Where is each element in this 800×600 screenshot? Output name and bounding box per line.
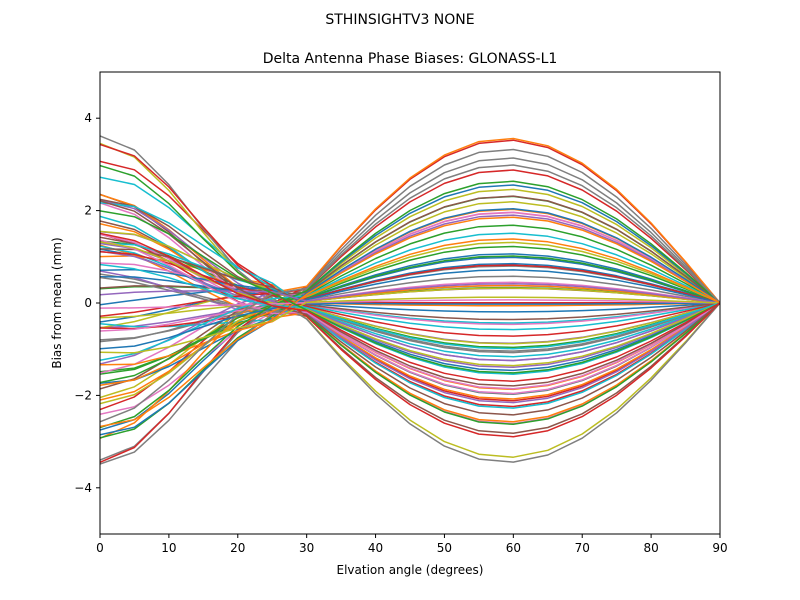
x-tick-label: 70 bbox=[575, 541, 590, 555]
series-line bbox=[100, 256, 720, 384]
series-line bbox=[100, 195, 720, 390]
series-line bbox=[100, 169, 720, 411]
y-tick-label: 0 bbox=[84, 296, 92, 310]
series-line bbox=[100, 184, 720, 431]
x-tick-label: 90 bbox=[712, 541, 727, 555]
y-axis-label: Bias from mean (mm) bbox=[50, 237, 64, 368]
y-tick-label: 4 bbox=[84, 111, 92, 125]
series-line bbox=[100, 287, 720, 319]
series-line bbox=[100, 281, 720, 332]
chart-title: Delta Antenna Phase Biases: GLONASS-L1 bbox=[263, 51, 558, 67]
series-line bbox=[100, 244, 720, 400]
y-tick-label: −2 bbox=[74, 388, 92, 402]
series-line bbox=[100, 262, 720, 306]
x-tick-label: 50 bbox=[437, 541, 452, 555]
figure-suptitle: STHINSIGHTV3 NONE bbox=[325, 12, 474, 28]
series-line bbox=[100, 269, 720, 350]
x-tick-label: 30 bbox=[299, 541, 314, 555]
series-line bbox=[100, 202, 720, 358]
series-line bbox=[100, 160, 720, 408]
series-line bbox=[100, 135, 720, 463]
x-tick-label: 0 bbox=[96, 541, 104, 555]
x-tick-label: 60 bbox=[506, 541, 521, 555]
series-line bbox=[100, 232, 720, 382]
series-line bbox=[100, 216, 720, 428]
series-line bbox=[100, 242, 720, 331]
series-line bbox=[100, 284, 720, 366]
x-tick-label: 10 bbox=[161, 541, 176, 555]
series-line bbox=[100, 215, 720, 409]
series-line bbox=[100, 263, 720, 350]
series-layer bbox=[100, 135, 720, 465]
series-line bbox=[100, 275, 720, 313]
series-line bbox=[100, 137, 720, 439]
series-line bbox=[100, 207, 720, 436]
series-line bbox=[100, 255, 720, 373]
series-line bbox=[100, 238, 720, 387]
series-line bbox=[100, 283, 720, 304]
series-line bbox=[100, 241, 720, 329]
series-line bbox=[100, 142, 720, 458]
series-line bbox=[100, 193, 720, 423]
series-line bbox=[100, 239, 720, 395]
series-line bbox=[100, 143, 720, 438]
series-line bbox=[100, 248, 720, 321]
series-line bbox=[100, 299, 720, 309]
series-line bbox=[100, 264, 720, 317]
series-line bbox=[100, 232, 720, 362]
series-line bbox=[100, 164, 720, 426]
series-line bbox=[100, 164, 720, 465]
series-line bbox=[100, 255, 720, 307]
series-line bbox=[100, 276, 720, 352]
series-line bbox=[100, 253, 720, 323]
x-axis-ticks: 0 10 20 30 40 50 60 70 80 90 bbox=[96, 534, 728, 555]
x-tick-label: 20 bbox=[230, 541, 245, 555]
x-tick-label: 80 bbox=[643, 541, 658, 555]
series-line bbox=[100, 214, 720, 365]
series-line bbox=[100, 296, 720, 354]
series-line bbox=[100, 180, 720, 429]
x-tick-label: 40 bbox=[368, 541, 383, 555]
series-line bbox=[100, 268, 720, 305]
series-line bbox=[100, 198, 720, 387]
y-axis-ticks: −4 −2 0 2 4 bbox=[74, 111, 100, 495]
series-line bbox=[100, 210, 720, 374]
series-line bbox=[100, 273, 720, 354]
series-line bbox=[100, 241, 720, 367]
series-line bbox=[100, 199, 720, 404]
series-line bbox=[100, 262, 720, 326]
x-axis-label: Elvation angle (degrees) bbox=[337, 563, 484, 577]
y-tick-label: 2 bbox=[84, 204, 92, 218]
series-line bbox=[100, 200, 720, 416]
series-line bbox=[100, 157, 720, 423]
y-tick-label: −4 bbox=[74, 481, 92, 495]
